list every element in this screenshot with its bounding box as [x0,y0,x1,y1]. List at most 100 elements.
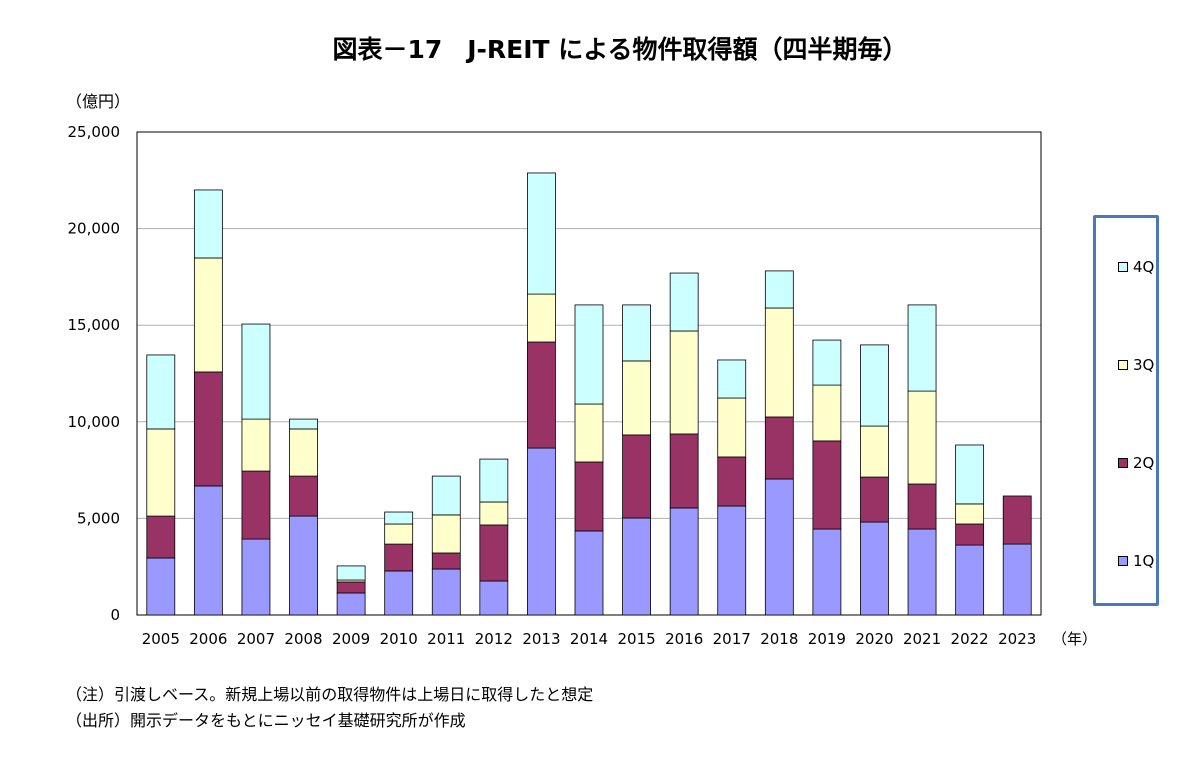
y-tick-label: 15,000 [68,316,121,334]
legend-label: 1Q [1133,552,1155,570]
bar-4Q-2010 [384,511,414,525]
bar-3Q-2017 [717,397,747,458]
bar-3Q-2010 [384,523,414,545]
bar-2Q-2021 [907,483,937,530]
bar-4Q-2009 [336,565,366,581]
bar-4Q-2021 [907,304,937,392]
y-tick-label: 25,000 [68,123,121,141]
x-tick-label: 2012 [475,630,513,648]
legend-swatch [1118,458,1128,468]
bar-1Q-2006 [193,485,223,616]
bar-4Q-2019 [812,339,842,386]
y-tick-label: 10,000 [68,413,121,431]
bar-2Q-2018 [764,416,794,480]
bar-4Q-2012 [479,458,509,503]
legend-item-2Q: 2Q [1118,454,1154,472]
x-tick-label: 2017 [713,630,751,648]
x-tick-label: 2018 [760,630,798,648]
bar-1Q-2011 [431,568,461,616]
bar-2Q-2009 [336,581,366,594]
bar-4Q-2020 [860,344,889,427]
bar-1Q-2016 [669,507,699,616]
x-tick-label: 2020 [855,630,893,648]
bar-4Q-2007 [241,323,271,420]
y-tick-label: 20,000 [68,220,121,238]
bar-1Q-2009 [336,592,366,616]
legend-swatch [1118,556,1128,566]
legend-label: 3Q [1133,356,1155,374]
bar-3Q-2007 [241,418,271,472]
bar-4Q-2014 [574,304,604,405]
bar-4Q-2017 [717,359,747,399]
bar-4Q-2022 [955,444,985,505]
x-tick-label: 2019 [808,630,846,648]
x-tick-label: 2009 [332,630,370,648]
legend-swatch [1118,262,1128,272]
bar-2Q-2007 [241,470,271,540]
bar-3Q-2021 [907,390,937,485]
source-text: （出所）開示データをもとにニッセイ基礎研究所が作成 [66,711,466,730]
legend-item-4Q: 4Q [1118,258,1154,276]
bar-4Q-2005 [146,354,176,430]
x-tick-label: 2010 [380,630,418,648]
bar-3Q-2008 [289,428,318,477]
bar-4Q-2013 [527,172,556,295]
bar-3Q-2022 [955,503,985,525]
bar-2Q-2014 [574,461,604,532]
bar-2Q-2019 [812,440,842,530]
x-tick-label: 2014 [570,630,608,648]
x-tick-label: 2005 [142,630,180,648]
bar-3Q-2013 [527,293,556,343]
bar-1Q-2005 [146,557,176,616]
bar-4Q-2015 [622,304,651,362]
bar-2Q-2020 [860,476,889,523]
bar-2Q-2008 [289,475,318,517]
bar-1Q-2022 [955,544,985,616]
bar-2Q-2013 [527,341,556,449]
bar-1Q-2020 [860,521,889,616]
bar-3Q-2015 [622,360,651,436]
bar-2Q-2022 [955,523,985,546]
chart-title: 図表－17 J-REIT による物件取得額（四半期毎） [332,35,908,64]
legend-item-1Q: 1Q [1118,552,1154,570]
bar-3Q-2006 [193,257,223,373]
bar-3Q-2005 [146,428,176,517]
bar-3Q-2016 [669,330,699,435]
note-text: （注）引渡しベース。新規上場以前の取得物件は上場日に取得したと想定 [66,685,594,704]
y-tick-label: 5,000 [77,509,120,527]
y-axis-label: （億円） [66,92,131,111]
legend: 4Q 3Q 2Q 1Q [1093,215,1159,606]
bar-1Q-2013 [527,447,556,616]
bar-4Q-2011 [431,475,461,516]
bar-1Q-2021 [907,528,937,616]
bar-3Q-2020 [860,425,889,478]
bar-4Q-2008 [289,418,318,430]
bar-1Q-2015 [622,517,651,616]
legend-label: 4Q [1133,258,1155,276]
bar-3Q-2011 [431,514,461,554]
bar-1Q-2014 [574,530,604,616]
bar-2Q-2023 [1002,495,1032,545]
bar-1Q-2008 [289,515,318,616]
legend-item-3Q: 3Q [1118,356,1154,374]
bar-1Q-2007 [241,538,271,616]
x-tick-label: 2015 [617,630,655,648]
x-tick-label: 2013 [522,630,560,648]
legend-label: 2Q [1133,454,1155,472]
bar-2Q-2016 [669,433,699,509]
bar-2Q-2011 [431,552,461,570]
bar-3Q-2018 [764,307,794,418]
bar-1Q-2010 [384,570,414,616]
bar-2Q-2006 [193,371,223,487]
x-tick-label: 2022 [951,630,989,648]
bar-3Q-2012 [479,501,509,526]
bar-2Q-2005 [146,515,176,559]
bar-1Q-2012 [479,580,509,616]
x-axis-label: （年） [1052,630,1097,648]
x-tick-label: 2007 [237,630,275,648]
x-tick-label: 2008 [284,630,322,648]
bar-2Q-2017 [717,456,747,507]
bar-4Q-2018 [764,270,794,309]
y-tick-label: 0 [110,606,120,624]
x-tick-label: 2023 [998,630,1036,648]
